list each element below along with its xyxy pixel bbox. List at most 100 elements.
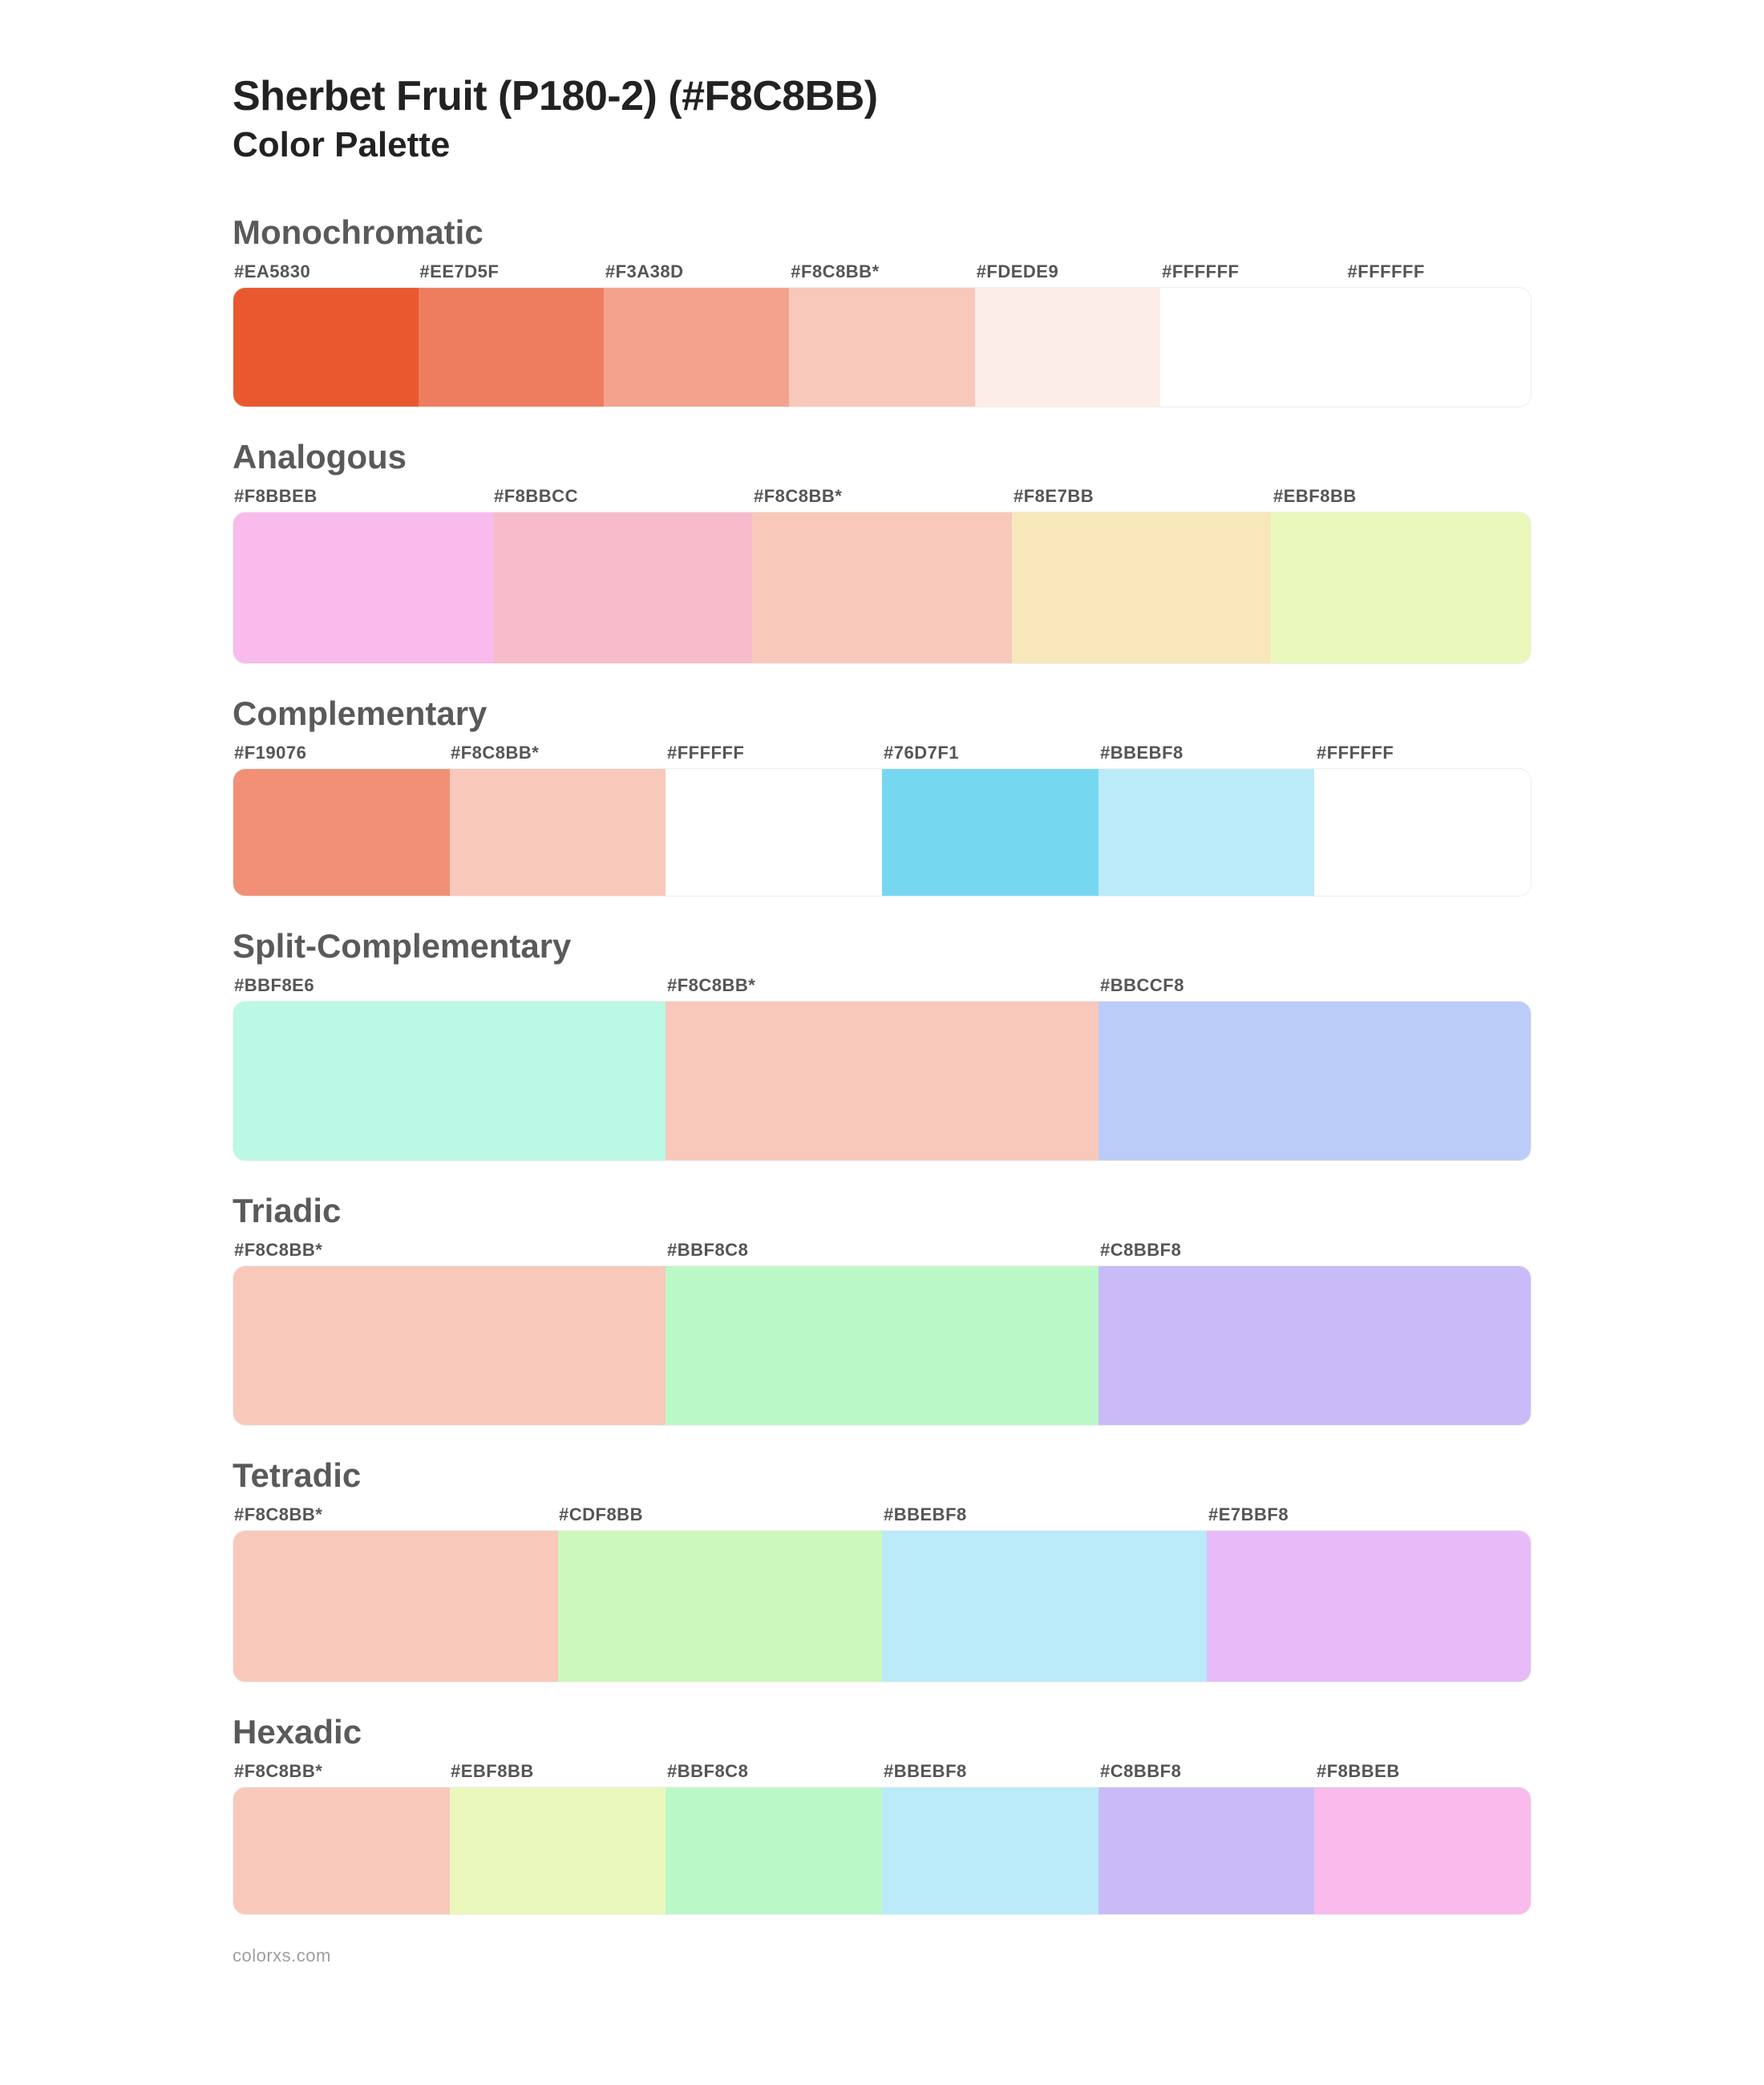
swatch-label: #F8C8BB* bbox=[752, 483, 1012, 512]
swatch-label: #EBF8BB bbox=[1272, 483, 1531, 512]
labels-row: #BBF8E6#F8C8BB*#BBCCF8 bbox=[233, 972, 1531, 1001]
color-swatch[interactable] bbox=[233, 1787, 450, 1914]
labels-row: #F8C8BB*#EBF8BB#BBF8C8#BBEBF8#C8BBF8#F8B… bbox=[233, 1758, 1531, 1787]
palette-group: Analogous #F8BBEB#F8BBCC#F8C8BB*#F8E7BB#E… bbox=[233, 438, 1531, 664]
labels-row: #F19076#F8C8BB*#FFFFFF#76D7F1#BBEBF8#FFF… bbox=[233, 739, 1531, 768]
color-swatch[interactable] bbox=[1345, 288, 1531, 407]
palette-group: Complementary#F19076#F8C8BB*#FFFFFF#76D7… bbox=[233, 694, 1531, 897]
swatch-label: #F8C8BB* bbox=[666, 972, 1098, 1001]
palette-group: Tetradic #F8C8BB*#CDF8BB#BBEBF8#E7BBF8 bbox=[233, 1456, 1531, 1682]
swatch-label: #BBF8C8 bbox=[666, 1237, 1098, 1265]
group-title: Tetradic bbox=[233, 1456, 1531, 1495]
swatch-row bbox=[233, 512, 1531, 664]
swatch-label: #FFFFFF bbox=[1160, 258, 1345, 287]
swatch-label: #FFFFFF bbox=[1346, 258, 1531, 287]
swatch-label: #FFFFFF bbox=[1315, 739, 1531, 768]
swatch-row bbox=[233, 1787, 1531, 1915]
palette-group: Split-Complementary #BBF8E6#F8C8BB*#BBCCF… bbox=[233, 927, 1531, 1161]
labels-row: #EA5830#EE7D5F#F3A38D#F8C8BB*#FDEDE9#FFF… bbox=[233, 258, 1531, 287]
swatch-label: #CDF8BB bbox=[557, 1501, 882, 1530]
color-swatch[interactable] bbox=[1207, 1531, 1531, 1682]
swatch-label: #EBF8BB bbox=[449, 1758, 666, 1787]
swatch-label: #F8E7BB bbox=[1012, 483, 1272, 512]
color-swatch[interactable] bbox=[1098, 769, 1315, 896]
color-swatch[interactable] bbox=[752, 512, 1012, 663]
swatch-label: #EE7D5F bbox=[418, 258, 603, 287]
color-swatch[interactable] bbox=[233, 769, 450, 896]
swatch-label: #FFFFFF bbox=[666, 739, 882, 768]
swatch-label: #EA5830 bbox=[233, 258, 418, 287]
page-title: Sherbet Fruit (P180-2) (#F8C8BB) bbox=[233, 72, 1531, 120]
palette-group: Triadic #F8C8BB*#BBF8C8#C8BBF8 bbox=[233, 1192, 1531, 1426]
page-subtitle: Color Palette bbox=[233, 125, 1531, 165]
swatch-label: #F8C8BB* bbox=[789, 258, 974, 287]
swatch-label: #FDEDE9 bbox=[975, 258, 1160, 287]
swatch-label: #C8BBF8 bbox=[1098, 1758, 1315, 1787]
color-swatch[interactable] bbox=[882, 1787, 1098, 1914]
group-title: Triadic bbox=[233, 1192, 1531, 1230]
group-title: Analogous bbox=[233, 438, 1531, 476]
swatch-label: #76D7F1 bbox=[882, 739, 1098, 768]
color-swatch[interactable] bbox=[233, 1266, 666, 1425]
color-swatch[interactable] bbox=[666, 1787, 882, 1914]
swatch-row bbox=[233, 1001, 1531, 1161]
swatch-label: #BBEBF8 bbox=[882, 1501, 1207, 1530]
color-swatch[interactable] bbox=[233, 1531, 558, 1682]
swatch-label: #F8C8BB* bbox=[233, 1237, 666, 1265]
color-swatch[interactable] bbox=[233, 512, 493, 663]
labels-row: #F8BBEB#F8BBCC#F8C8BB*#F8E7BB#EBF8BB bbox=[233, 483, 1531, 512]
color-swatch[interactable] bbox=[450, 1787, 666, 1914]
swatch-label: #F19076 bbox=[233, 739, 449, 768]
color-swatch[interactable] bbox=[1098, 1266, 1531, 1425]
swatch-label: #F8C8BB* bbox=[449, 739, 666, 768]
color-swatch[interactable] bbox=[1160, 288, 1345, 407]
color-swatch[interactable] bbox=[882, 1531, 1207, 1682]
color-swatch[interactable] bbox=[1098, 1002, 1531, 1160]
color-swatch[interactable] bbox=[1098, 1787, 1315, 1914]
color-swatch[interactable] bbox=[1314, 769, 1531, 896]
color-swatch[interactable] bbox=[882, 769, 1098, 896]
color-swatch[interactable] bbox=[450, 769, 666, 896]
swatch-label: #BBCCF8 bbox=[1098, 972, 1531, 1001]
color-swatch[interactable] bbox=[419, 288, 604, 407]
group-title: Hexadic bbox=[233, 1713, 1531, 1751]
color-swatch[interactable] bbox=[666, 769, 882, 896]
labels-row: #F8C8BB*#BBF8C8#C8BBF8 bbox=[233, 1237, 1531, 1265]
color-swatch[interactable] bbox=[233, 1002, 666, 1160]
swatch-label: #F8C8BB* bbox=[233, 1758, 449, 1787]
color-swatch[interactable] bbox=[558, 1531, 883, 1682]
color-swatch[interactable] bbox=[1271, 512, 1531, 663]
color-swatch[interactable] bbox=[1012, 512, 1272, 663]
color-swatch[interactable] bbox=[604, 288, 789, 407]
swatch-label: #F8BBEB bbox=[233, 483, 492, 512]
color-swatch[interactable] bbox=[789, 288, 974, 407]
color-swatch[interactable] bbox=[666, 1266, 1098, 1425]
swatch-row bbox=[233, 1265, 1531, 1426]
footer-credit: colorxs.com bbox=[233, 1945, 1531, 1966]
swatch-label: #E7BBF8 bbox=[1207, 1501, 1531, 1530]
color-swatch[interactable] bbox=[1314, 1787, 1531, 1914]
swatch-label: #F8BBCC bbox=[492, 483, 752, 512]
swatch-row bbox=[233, 768, 1531, 897]
swatch-label: #C8BBF8 bbox=[1098, 1237, 1531, 1265]
color-swatch[interactable] bbox=[975, 288, 1160, 407]
swatch-row bbox=[233, 287, 1531, 407]
color-swatch[interactable] bbox=[233, 288, 419, 407]
color-swatch[interactable] bbox=[666, 1002, 1098, 1160]
palette-group: Hexadic #F8C8BB*#EBF8BB#BBF8C8#BBEBF8#C8B… bbox=[233, 1713, 1531, 1915]
group-title: Complementary bbox=[233, 694, 1531, 733]
swatch-label: #F8C8BB* bbox=[233, 1501, 557, 1530]
swatch-label: #F3A38D bbox=[604, 258, 789, 287]
swatch-label: #BBF8C8 bbox=[666, 1758, 882, 1787]
palette-page: Sherbet Fruit (P180-2) (#F8C8BB) Color P… bbox=[0, 0, 1764, 1966]
swatch-label: #BBEBF8 bbox=[1098, 739, 1315, 768]
labels-row: #F8C8BB*#CDF8BB#BBEBF8#E7BBF8 bbox=[233, 1501, 1531, 1530]
swatch-label: #BBF8E6 bbox=[233, 972, 666, 1001]
group-title: Monochromatic bbox=[233, 213, 1531, 252]
swatch-row bbox=[233, 1530, 1531, 1682]
group-title: Split-Complementary bbox=[233, 927, 1531, 966]
palette-group: Monochromatic #EA5830#EE7D5F#F3A38D#F8C8B… bbox=[233, 213, 1531, 407]
swatch-label: #BBEBF8 bbox=[882, 1758, 1098, 1787]
swatch-label: #F8BBEB bbox=[1315, 1758, 1531, 1787]
color-swatch[interactable] bbox=[493, 512, 753, 663]
